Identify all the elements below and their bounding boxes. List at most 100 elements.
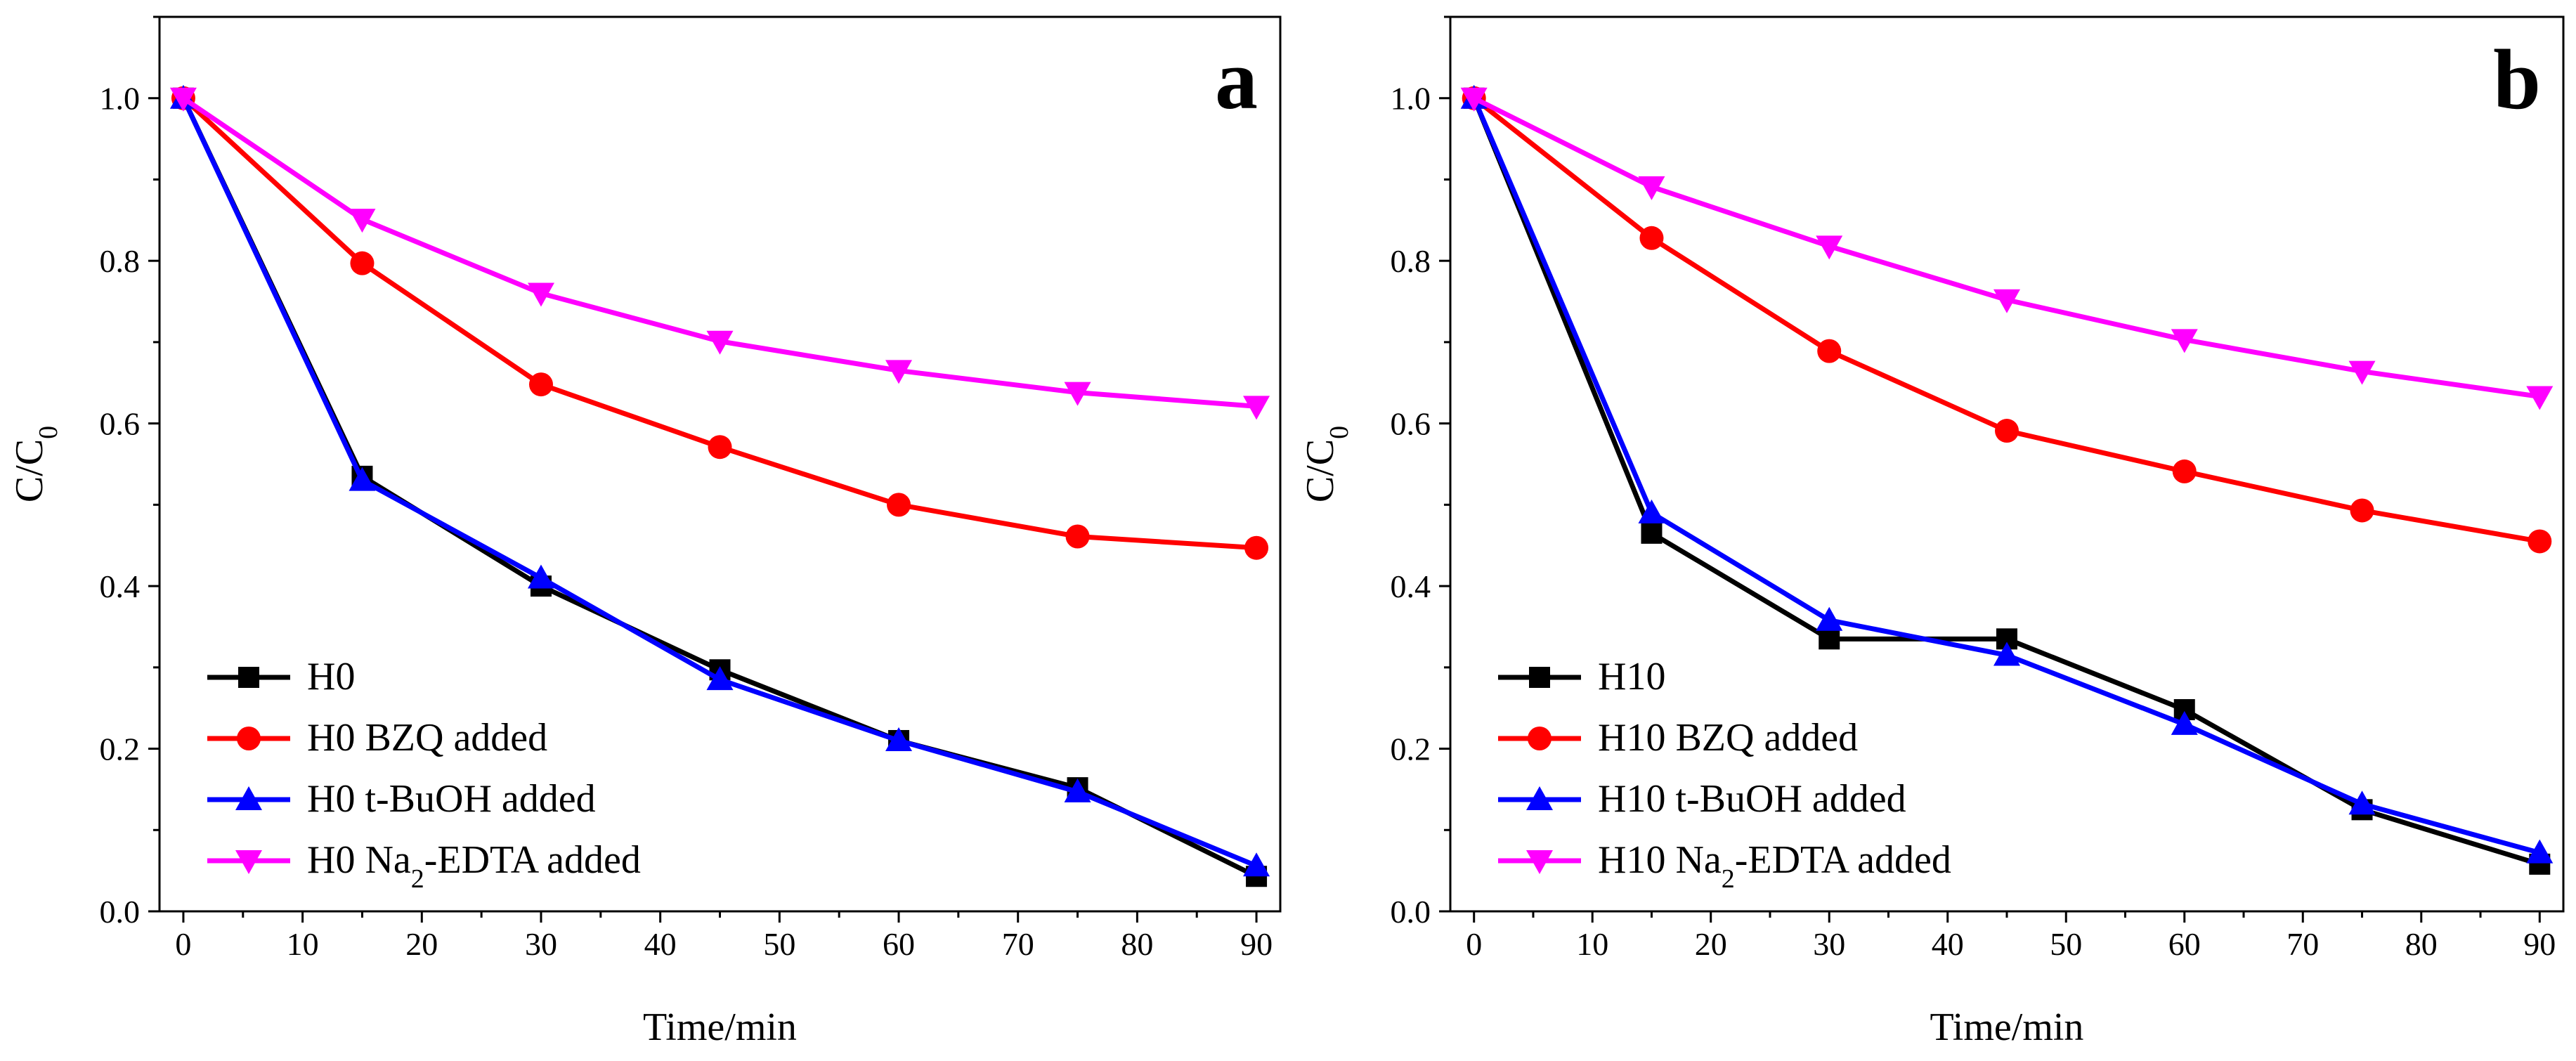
- y-tick-label: 0.4: [1391, 568, 1431, 604]
- data-point: [1816, 235, 1843, 260]
- data-point: [2348, 790, 2376, 815]
- data-point: [169, 87, 197, 112]
- x-tick-label: 70: [1002, 926, 1034, 962]
- y-tick-label: 0.8: [100, 243, 141, 279]
- data-point: [885, 727, 913, 751]
- x-tick-label: 30: [525, 926, 557, 962]
- data-point: [887, 493, 911, 517]
- data-point: [706, 330, 734, 355]
- legend-marker: [1529, 667, 1550, 688]
- x-tick-label: 40: [644, 926, 677, 962]
- x-tick-label: 10: [1576, 926, 1608, 962]
- y-tick-label: 1.0: [100, 81, 141, 117]
- data-point: [1638, 176, 1665, 200]
- data-point: [1639, 226, 1664, 250]
- x-tick-label: 60: [883, 926, 915, 962]
- legend-label-part: H0 Na: [307, 838, 411, 882]
- data-point: [2528, 529, 2552, 554]
- legend-label-part: -EDTA added: [424, 838, 641, 882]
- y-axis-title-subscript: 0: [1325, 426, 1354, 439]
- legend-marker: [235, 786, 262, 810]
- data-point: [2348, 360, 2376, 385]
- data-point: [706, 666, 734, 691]
- y-tick-label: 0.0: [1391, 894, 1431, 930]
- y-tick-label: 0.6: [100, 406, 141, 442]
- series-line: [181, 96, 1257, 409]
- data-point: [2171, 329, 2198, 353]
- data-point: [1993, 289, 2020, 313]
- x-tick-label: 80: [2405, 926, 2438, 962]
- legend-label-part: H0 t-BuOH added: [307, 777, 596, 821]
- legend-marker: [1526, 786, 1553, 810]
- legend-label-subscript: 2: [411, 864, 424, 894]
- data-point: [1460, 87, 1488, 112]
- x-tick-label: 10: [287, 926, 319, 962]
- x-tick-label: 40: [1932, 926, 1964, 962]
- y-tick-label: 0.2: [100, 731, 141, 767]
- data-point: [1817, 339, 1842, 363]
- x-tick-label: 90: [2523, 926, 2556, 962]
- data-point: [2526, 386, 2554, 410]
- legend-label-part: H0 BZQ added: [307, 716, 547, 760]
- y-axis-title: C/C0: [8, 426, 63, 502]
- x-tick-label: 20: [1695, 926, 1727, 962]
- legend-label-part: H10: [1598, 655, 1665, 698]
- x-tick-label: 50: [2050, 926, 2082, 962]
- legend-label: H0 BZQ added: [307, 716, 547, 760]
- data-point: [2172, 459, 2197, 483]
- x-axis-title: Time/min: [643, 1005, 797, 1049]
- x-tick-label: 60: [2168, 926, 2201, 962]
- legend-label: H0 Na2-EDTA added: [307, 838, 641, 894]
- y-tick-label: 0.2: [1391, 731, 1431, 767]
- y-tick-label: 0.8: [1391, 243, 1431, 279]
- data-point: [528, 372, 553, 397]
- data-point: [2350, 498, 2374, 523]
- data-point: [527, 282, 554, 307]
- data-point: [2171, 710, 2198, 735]
- y-tick-label: 0.4: [100, 568, 141, 604]
- series-line: [181, 96, 1257, 551]
- legend-marker: [235, 850, 262, 874]
- legend-label: H10 BZQ added: [1598, 716, 1858, 760]
- legend-label: H0 t-BuOH added: [307, 777, 596, 821]
- chart-panel-b: 0 10 20 30 40 50 60 70 80 900.00.20.40.60.81.0Tim…: [1299, 15, 2565, 1049]
- legend-label-subscript: 2: [1722, 864, 1735, 894]
- y-tick-label: 1.0: [1391, 81, 1431, 117]
- data-point: [349, 467, 376, 491]
- x-tick-label: 30: [1813, 926, 1845, 962]
- data-point: [1064, 382, 1091, 406]
- data-point: [1243, 852, 1270, 877]
- panel-label: b: [2493, 32, 2541, 127]
- data-point: [708, 435, 732, 460]
- x-tick-label: 90: [1240, 926, 1273, 962]
- data-point: [527, 564, 554, 589]
- data-point: [2526, 839, 2554, 864]
- y-axis-title-main: C/C: [1299, 439, 1342, 502]
- series-line: [181, 97, 1258, 879]
- legend-label: H10 Na2-EDTA added: [1598, 838, 1951, 894]
- legend-marker: [1526, 850, 1553, 874]
- y-axis-title: C/C0: [1299, 426, 1354, 502]
- x-tick-label: 50: [763, 926, 795, 962]
- x-tick-label: 0: [1466, 926, 1482, 962]
- legend-label-part: -EDTA added: [1735, 838, 1951, 882]
- x-tick-label: 80: [1121, 926, 1153, 962]
- data-point: [885, 360, 913, 384]
- data-point: [1064, 778, 1091, 802]
- legend-label: H10: [1598, 655, 1665, 698]
- data-point: [1243, 396, 1270, 420]
- x-tick-label: 70: [2286, 926, 2319, 962]
- panel-label: a: [1215, 32, 1258, 127]
- x-axis-title: Time/min: [1930, 1005, 2084, 1049]
- chart-panel-a: 0 10 20 30 40 50 60 70 80 900.00.20.40.60.81.0Tim…: [8, 15, 1282, 1049]
- y-axis-title-subscript: 0: [34, 426, 63, 439]
- data-point: [1816, 606, 1843, 631]
- x-tick-label: 20: [405, 926, 438, 962]
- y-tick-label: 0.6: [1391, 406, 1431, 442]
- legend-marker: [1528, 727, 1552, 750]
- data-point: [1244, 535, 1269, 560]
- data-point: [1641, 522, 1663, 544]
- data-point: [1993, 642, 2020, 666]
- data-point: [1065, 524, 1090, 549]
